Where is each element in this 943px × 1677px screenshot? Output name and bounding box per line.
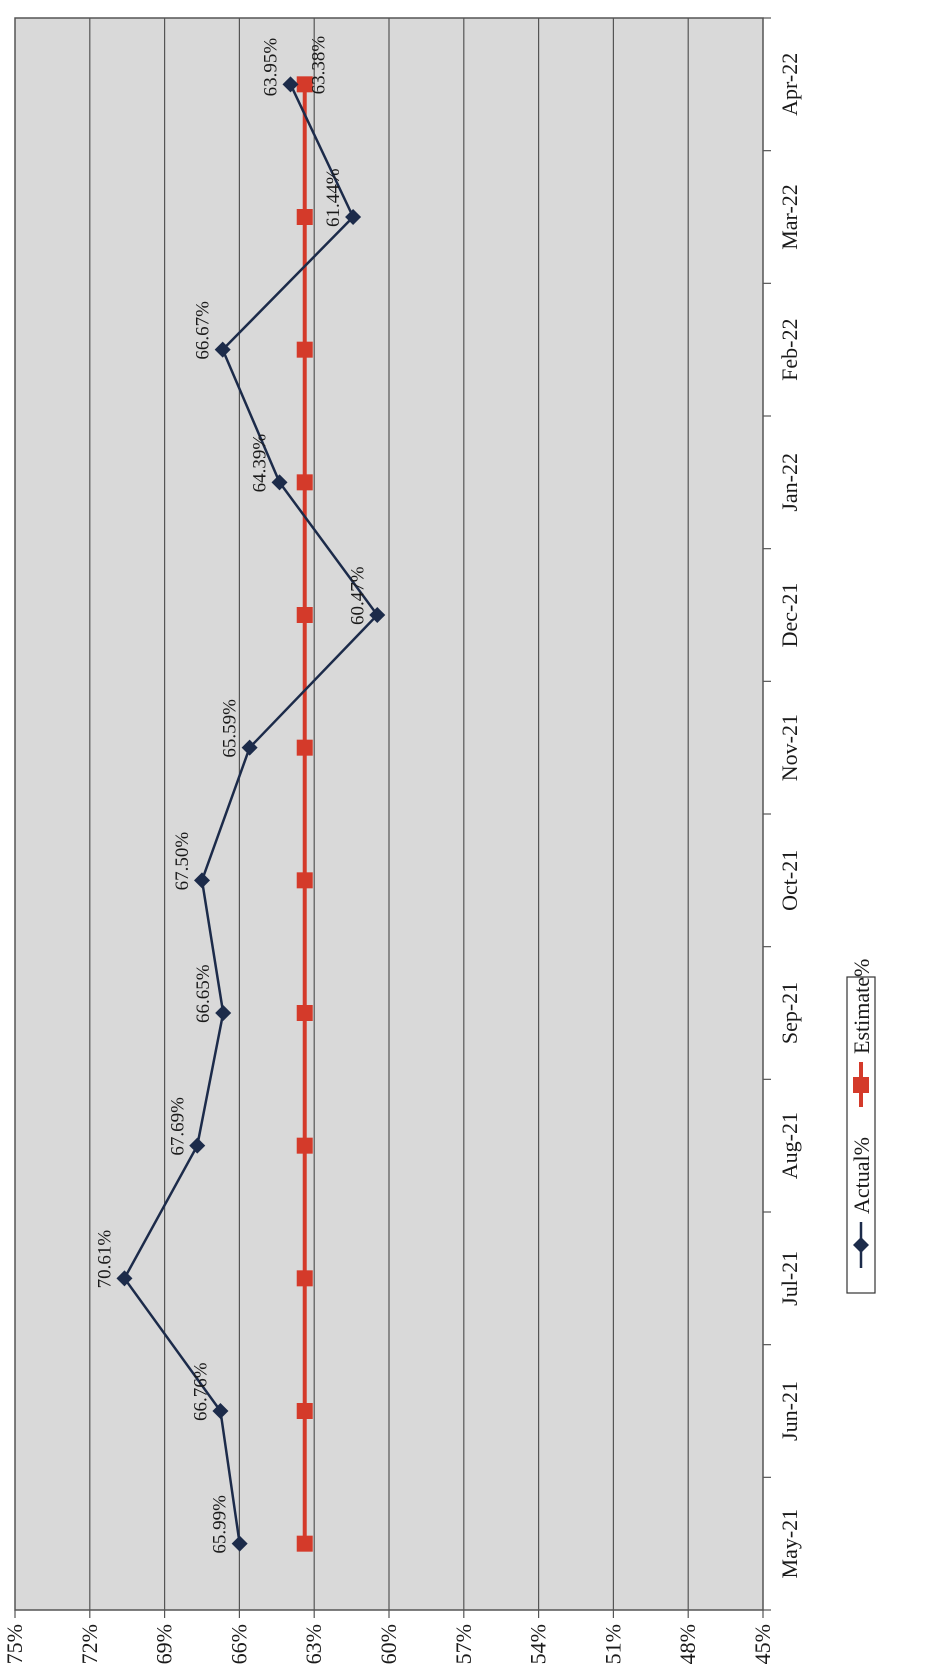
value-axis-ticks: 45% 48% 51% 54% 57% 60% 63% 66% 69% 72% 75%	[2, 1610, 775, 1664]
data-label: 61.44%	[323, 168, 344, 227]
estimate-point	[297, 1005, 313, 1021]
value-tick-label: 54%	[526, 1624, 551, 1664]
estimate-point	[297, 740, 313, 756]
value-tick-label: 72%	[77, 1624, 102, 1664]
category-tick-label: Aug-21	[777, 1112, 802, 1179]
category-tick-label: Jan-22	[777, 453, 802, 512]
legend-actual-label: Actual%	[849, 1137, 874, 1214]
category-tick-label: Jun-21	[777, 1381, 802, 1441]
data-label: 67.50%	[172, 832, 193, 891]
legend: Actual% Estimate%	[847, 959, 875, 1293]
data-label: 65.59%	[220, 699, 241, 758]
data-label: 63.95%	[261, 38, 282, 97]
category-tick-label: Mar-22	[777, 184, 802, 250]
data-label: 70.61%	[94, 1230, 115, 1289]
category-tick-label: Oct-21	[777, 850, 802, 911]
category-tick-label: Dec-21	[777, 583, 802, 648]
data-label: 60.47%	[347, 566, 368, 625]
estimate-point	[297, 474, 313, 490]
data-label: 66.67%	[193, 301, 214, 360]
value-tick-label: 45%	[750, 1624, 775, 1664]
data-label: 67.69%	[167, 1097, 188, 1156]
value-tick-label: 63%	[301, 1624, 326, 1664]
category-tick-label: Sep-21	[777, 982, 802, 1044]
category-tick-label: Apr-22	[777, 53, 802, 116]
estimate-point	[297, 209, 313, 225]
value-tick-label: 57%	[451, 1624, 476, 1664]
data-label: 65.99%	[210, 1495, 231, 1554]
data-label: 64.39%	[250, 434, 271, 493]
value-tick-label: 69%	[152, 1624, 177, 1664]
value-tick-label: 66%	[226, 1624, 251, 1664]
estimate-point	[297, 872, 313, 888]
estimate-point	[297, 1403, 313, 1419]
value-tick-label: 51%	[600, 1624, 625, 1664]
value-tick-label: 48%	[675, 1624, 700, 1664]
value-tick-label: 60%	[376, 1624, 401, 1664]
estimate-point	[297, 342, 313, 358]
estimate-point	[297, 1536, 313, 1552]
estimate-point	[297, 607, 313, 623]
data-label: 66.76%	[190, 1362, 211, 1421]
legend-estimate-label: Estimate%	[849, 959, 874, 1054]
category-tick-label: Feb-22	[777, 319, 802, 381]
estimate-point	[297, 1138, 313, 1154]
data-label: 63.38%	[309, 36, 330, 95]
legend-estimate-marker	[853, 1077, 869, 1093]
value-tick-label: 75%	[2, 1624, 27, 1664]
category-tick-label: Nov-21	[777, 714, 802, 781]
category-tick-label: May-21	[777, 1509, 802, 1579]
category-tick-label: Jul-21	[777, 1251, 802, 1306]
category-ticks: May-21 Jun-21 Jul-21 Aug-21 Sep-21 Oct-21 Nov-…	[763, 18, 802, 1610]
data-label: 66.65%	[193, 964, 214, 1023]
estimate-point	[297, 1270, 313, 1286]
